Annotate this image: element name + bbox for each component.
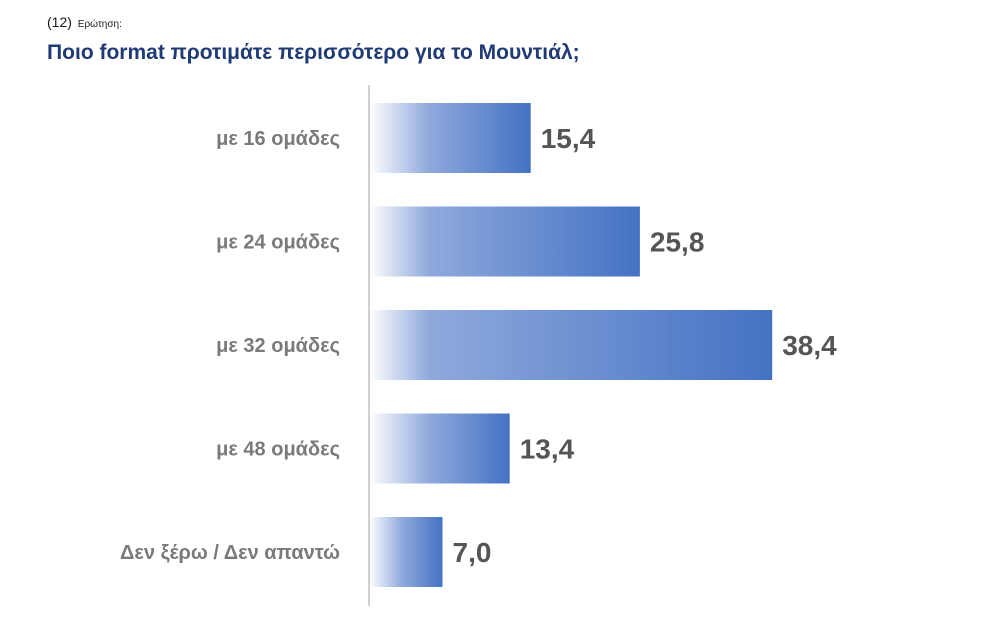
chart-title: Ποιο format προτιμάτε περισσότερο για το… — [47, 41, 580, 64]
data-label: 7,0 — [453, 537, 492, 568]
bar — [369, 517, 443, 587]
category-label: με 32 ομάδες — [216, 335, 340, 357]
data-label: 25,8 — [650, 227, 705, 258]
bar — [369, 103, 531, 173]
data-label: 15,4 — [541, 123, 596, 154]
bar — [369, 413, 510, 484]
data-label: 38,4 — [782, 330, 837, 361]
category-label: Δεν ξέρω / Δεν απαντώ — [120, 542, 340, 564]
question-number-value: (12) — [47, 14, 72, 30]
question-word: Ερώτηση: — [77, 19, 122, 30]
data-label: 13,4 — [520, 434, 575, 465]
bar — [369, 310, 773, 380]
bar — [369, 206, 640, 277]
category-label: με 16 ομάδες — [216, 128, 340, 150]
question-number: (12) Ερώτηση: — [47, 14, 122, 30]
category-label: με 48 ομάδες — [216, 439, 340, 461]
category-label: με 24 ομάδες — [216, 232, 340, 254]
